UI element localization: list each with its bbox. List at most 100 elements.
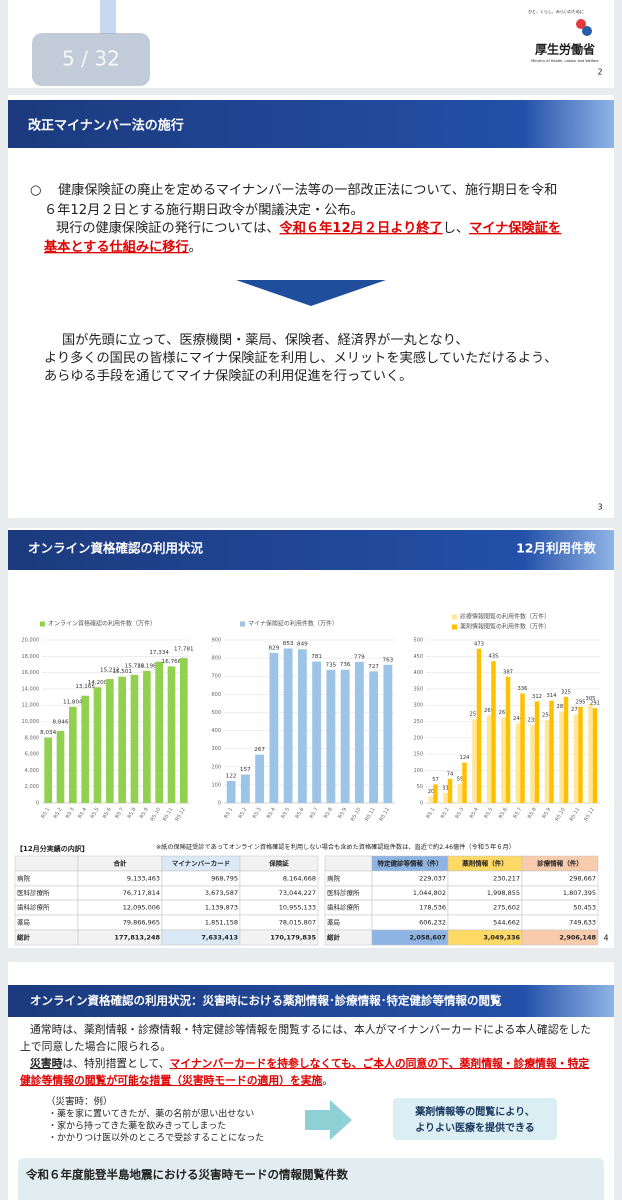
x-tick-label: R5.4: [77, 807, 88, 820]
row-label: 病院: [327, 874, 341, 883]
page-number: 3: [597, 503, 602, 512]
bar: [106, 679, 114, 803]
data-label: 239: [528, 718, 538, 724]
data-label: 17,781: [174, 647, 194, 653]
cell-value: 2,906,148: [559, 934, 596, 942]
cell-value: 10,955,133: [279, 904, 316, 912]
result-text: よりよい医療を提供できる: [415, 1121, 535, 1134]
example-item: ・薬を家に置いてきたが、薬の名前が思い出せない: [48, 1108, 254, 1120]
y-tick-label: 350: [413, 686, 423, 692]
logo-icon: [576, 19, 586, 29]
x-tick-label: R5.9: [541, 807, 552, 820]
data-label: 124: [460, 755, 471, 761]
y-tick-label: 600: [211, 692, 221, 698]
x-tick-label: R5.9: [337, 807, 348, 820]
bar: [312, 661, 322, 803]
x-tick-label: R5.2: [53, 807, 64, 820]
data-label: 17,334: [149, 650, 169, 656]
section-box: [18, 1158, 604, 1200]
data-label: 853: [283, 641, 294, 647]
data-label: 74: [447, 771, 454, 777]
cell-value: 968,795: [211, 875, 238, 883]
cell-value: 78,015,807: [279, 919, 316, 927]
ministry-en: Ministry of Health, Labour and Welfare: [531, 59, 598, 63]
data-label: 8,846: [52, 719, 68, 725]
table-cell: [14, 855, 79, 872]
cell-value: 73,044,227: [279, 889, 316, 897]
x-tick-label: R5.5: [280, 807, 291, 820]
data-label: 11,804: [63, 699, 83, 705]
bar: [69, 706, 77, 803]
y-tick-label: 0: [420, 801, 423, 807]
text-line: ６年12月２日とする施行期日政令が閣議決定・公布。: [44, 202, 364, 218]
x-tick-label: R5.2: [237, 807, 248, 820]
column-header: マイナンバーカード: [172, 860, 230, 868]
legend-label: 薬剤情報閲覧の利用件数（万件）: [460, 623, 550, 631]
row-label: 歯科診療所: [17, 903, 50, 912]
slide-title: 改正マイナンバー法の施行: [28, 118, 184, 134]
header-band: [8, 985, 614, 1017]
cell-value: 50,453: [573, 904, 596, 912]
x-tick-label: R5.1: [425, 807, 436, 820]
cell-value: 7,633,413: [201, 934, 238, 942]
data-label: 281: [557, 704, 567, 710]
ministry: 厚生労働省: [535, 42, 595, 57]
data-label: 735: [326, 662, 337, 668]
cell-value: 8,164,668: [283, 875, 316, 883]
bar: [472, 719, 477, 803]
text-line: 現行の健康保険証の発行については、令和６年12月２日より終了し、マイナ保険証を: [56, 219, 561, 236]
cell-value: 177,813,248: [114, 934, 160, 942]
section-title: 令和６年度能登半島地震における災害時モードの情報閲覧件数: [25, 1168, 348, 1182]
cell-value: 275,602: [493, 904, 520, 912]
x-tick-label: R5.7: [512, 807, 523, 820]
bar: [447, 778, 453, 803]
bar: [515, 723, 521, 803]
data-label: 763: [383, 657, 394, 663]
cell-value: 749,633: [569, 919, 596, 927]
data-label: 15,212: [100, 668, 120, 674]
x-tick-label: R5.7: [114, 807, 125, 820]
legend-label: マイナ保険証の利用件数（万件）: [248, 620, 338, 628]
data-label: 325: [561, 690, 571, 696]
text-line: 上で同意した場合に限られる。: [20, 1039, 171, 1053]
y-tick-label: 8,000: [25, 735, 39, 741]
y-tick-label: 14,000: [22, 686, 40, 692]
data-label: 15,501: [112, 669, 132, 675]
data-label: 157: [240, 767, 251, 773]
data-label: 779: [354, 654, 365, 660]
legend-label: 診療情報閲覧の利用件数（万件）: [460, 613, 550, 621]
bar: [563, 697, 569, 803]
data-label: 849: [297, 642, 308, 648]
bar: [340, 669, 350, 803]
x-tick-label: R5.8: [323, 807, 334, 820]
bar: [443, 792, 448, 803]
table-note: ※紙の保険証受診であってオンライン資格確認を利用しない場合も含めた資格確認総件数…: [156, 843, 515, 851]
legend-marker: [452, 614, 457, 620]
y-tick-label: 20,000: [22, 638, 40, 644]
data-label: 435: [489, 654, 499, 660]
x-tick-label: R5.3: [65, 807, 76, 820]
bar: [283, 648, 293, 803]
data-label: 16,766: [162, 659, 182, 665]
data-label: 254: [542, 713, 553, 719]
x-tick-label: R5.1: [40, 807, 51, 820]
table-cell: [521, 929, 599, 946]
legend-marker: [40, 621, 45, 627]
text-line: 災害時は、特別措置として、マイナンバーカードを持参しなくても、ご本人の同意の下、…: [30, 1056, 589, 1070]
cell-value: 298,667: [569, 875, 596, 883]
cell-value: 178,536: [419, 904, 446, 912]
bar: [44, 737, 52, 803]
bar: [167, 666, 176, 803]
data-label: 336: [518, 686, 528, 692]
bar: [118, 676, 126, 803]
cell-value: 230,217: [493, 875, 520, 883]
y-tick-label: 12,000: [22, 703, 40, 709]
slide: [8, 95, 614, 518]
bar: [93, 687, 102, 803]
data-label: 15,732: [125, 663, 145, 669]
y-tick-label: 0: [218, 801, 221, 807]
x-tick-label: R5.5: [90, 807, 101, 820]
cell-value: 606,232: [419, 919, 446, 927]
row-label: 病院: [17, 874, 31, 883]
